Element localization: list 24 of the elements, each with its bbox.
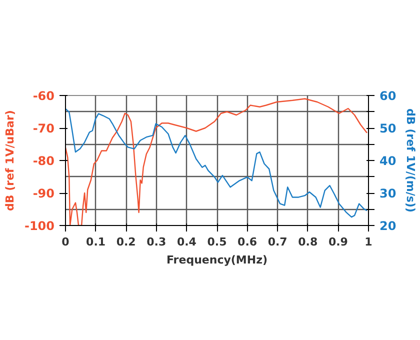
x-tick-label: 1 (364, 236, 372, 248)
y-tick-label: -70 (32, 122, 55, 136)
x-tick-label: 0.6 (238, 236, 258, 248)
y-axis-title: dB (ref 1V/uBar) (3, 110, 16, 211)
y-tick-label: -100 (24, 219, 54, 233)
y2-tick-label: 50 (380, 122, 396, 136)
x-axis-title: Frequency(MHz) (166, 254, 268, 266)
y-tick-label: -80 (32, 154, 55, 168)
x-tick-label: 0.3 (146, 236, 166, 248)
x-tick-label: 0.5 (207, 236, 227, 248)
x-tick-label: 0.7 (268, 236, 288, 248)
x-tick-label: 0.4 (176, 236, 197, 248)
x-tick-label: 0.9 (328, 236, 348, 248)
x-tick-label: 0 (62, 236, 70, 248)
y-tick-label: -90 (32, 186, 55, 200)
x-tick-label: 0.2 (116, 236, 136, 248)
y2-tick-label: 30 (380, 186, 396, 200)
y2-axis-title: dB (ref 1V/(m/s)) (404, 108, 418, 212)
y2-tick-label: 40 (380, 154, 396, 168)
y2-tick-label: 20 (380, 219, 396, 233)
y-tick-label: -60 (32, 89, 55, 103)
x-tick-label: 0.1 (86, 236, 106, 248)
x-tick-label: 0.8 (298, 236, 318, 248)
y2-tick-label: 60 (380, 89, 396, 103)
